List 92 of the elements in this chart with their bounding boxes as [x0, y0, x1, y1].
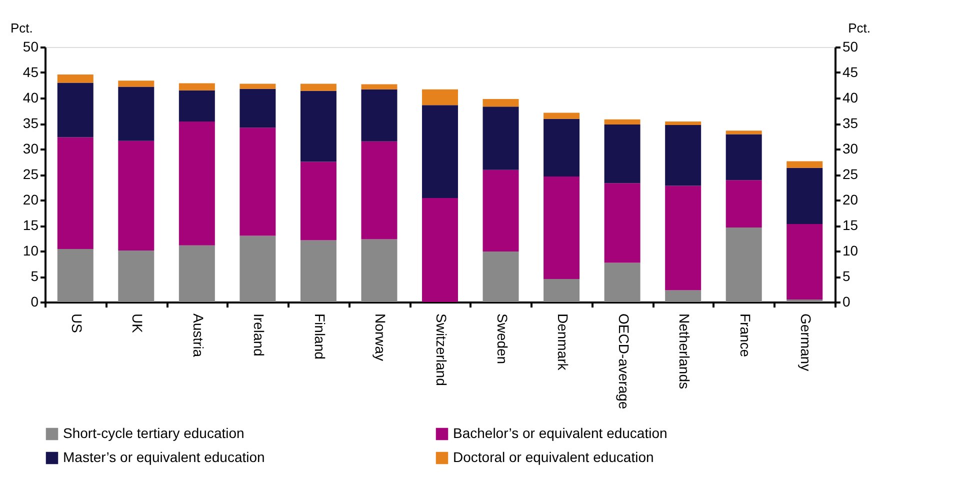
- bar: [544, 118, 580, 177]
- bar: [544, 176, 580, 280]
- bar: [786, 168, 823, 224]
- legend-label: Doctoral or equivalent education: [453, 449, 654, 465]
- bar: [300, 162, 336, 240]
- y2-tick-label: 40: [842, 90, 858, 106]
- y-tick-label: 30: [22, 140, 39, 156]
- bar: [57, 82, 94, 138]
- legend-label: Master’s or equivalent education: [63, 449, 265, 465]
- bar: [361, 89, 398, 142]
- bar: [118, 80, 154, 87]
- y-tick-label: 5: [30, 268, 39, 284]
- bar: [240, 84, 276, 89]
- legend-label: Short-cycle tertiary education: [63, 425, 244, 441]
- bar: [240, 88, 276, 128]
- bar: [726, 130, 762, 134]
- y-tick-label: 0: [30, 294, 39, 310]
- x-tick-label: Finland: [312, 314, 328, 360]
- x-tick-label: US: [68, 314, 85, 333]
- bar: [665, 125, 702, 186]
- y-tick-label: 35: [22, 115, 39, 131]
- bar: [300, 240, 336, 302]
- bar: [361, 141, 398, 240]
- x-tick-label: UK: [130, 314, 146, 334]
- bar: [726, 228, 762, 302]
- bar: [422, 198, 458, 302]
- y-axis-title: Pct.: [10, 20, 33, 36]
- x-tick-label: Sweden: [494, 314, 510, 364]
- bar: [57, 137, 94, 249]
- bar: [604, 119, 640, 125]
- bar: [786, 299, 823, 302]
- y-tick-label: 45: [22, 64, 39, 80]
- bar: [482, 170, 519, 252]
- x-tick-label: OECD-average: [616, 314, 632, 410]
- bar: [361, 239, 398, 302]
- bar: [482, 252, 519, 302]
- bar: [482, 99, 519, 107]
- bar: [482, 106, 519, 170]
- x-tick-label: Germany: [798, 314, 814, 372]
- y2-tick-label: 35: [842, 115, 858, 131]
- bar: [544, 112, 580, 119]
- bar: [118, 250, 154, 302]
- bar: [604, 183, 640, 263]
- y-tick-label: 15: [22, 217, 39, 233]
- x-tick-label: Norway: [372, 314, 389, 361]
- x-tick-label: Switzerland: [434, 314, 450, 386]
- bar: [604, 124, 640, 184]
- y-tick-label: 50: [22, 38, 39, 54]
- bar: [665, 186, 702, 290]
- y2-tick-label: 15: [842, 217, 858, 233]
- y2-tick-label: 5: [842, 268, 850, 284]
- bar: [178, 245, 215, 302]
- bar: [544, 279, 580, 302]
- y-tick-label: 20: [22, 192, 39, 208]
- bar: [300, 90, 336, 162]
- bar: [786, 224, 823, 300]
- bar: [422, 89, 458, 106]
- y2-tick-label: 50: [842, 38, 858, 54]
- x-tick-label: France: [737, 314, 754, 358]
- bar: [300, 84, 336, 91]
- bar: [422, 105, 458, 198]
- bar: [178, 121, 215, 246]
- bar: [57, 74, 94, 83]
- y2-tick-label: 30: [842, 140, 858, 156]
- legend-label: Bachelor’s or equivalent education: [453, 425, 668, 441]
- y-tick-label: 40: [22, 90, 39, 106]
- bar: [665, 290, 702, 302]
- bar: [118, 140, 154, 250]
- x-tick-label: Netherlands: [676, 314, 693, 389]
- y-tick-label: 10: [22, 242, 39, 258]
- y2-tick-label: 45: [842, 64, 858, 80]
- bar: [726, 180, 762, 228]
- y2-tick-label: 25: [842, 166, 858, 182]
- bar: [361, 84, 398, 90]
- y2-tick-label: 0: [842, 294, 850, 310]
- x-tick-label: Ireland: [251, 314, 268, 356]
- bar: [240, 236, 276, 302]
- y2-tick-label: 10: [842, 242, 858, 258]
- bar: [786, 161, 823, 168]
- bar: [665, 121, 702, 126]
- bar: [240, 128, 276, 236]
- bar: [118, 86, 154, 141]
- bar: [57, 248, 94, 302]
- bar: [726, 134, 762, 180]
- y-tick-label: 25: [22, 166, 39, 182]
- bar: [178, 83, 215, 90]
- x-tick-label: Denmark: [555, 314, 572, 372]
- x-tick-label: Austria: [190, 314, 206, 358]
- bar: [178, 90, 215, 122]
- y2-axis-title: Pct.: [848, 20, 870, 36]
- bar: [604, 262, 640, 302]
- y2-tick-label: 20: [842, 192, 858, 208]
